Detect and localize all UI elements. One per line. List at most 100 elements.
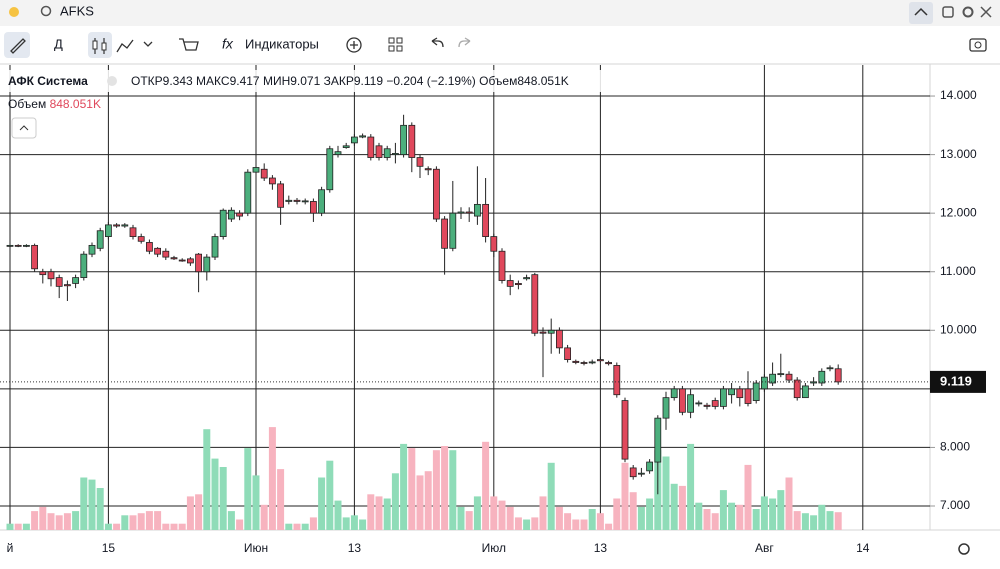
volume-collapse-icon — [19, 125, 29, 131]
candle-body — [785, 373, 793, 381]
area-icon[interactable] — [116, 39, 134, 53]
settings-button[interactable] — [962, 6, 974, 18]
volume-bar — [465, 511, 473, 530]
volume-bar — [662, 456, 670, 530]
candle-body — [498, 250, 506, 281]
volume-bar — [613, 498, 621, 530]
candle-body — [531, 274, 539, 334]
candle-body — [334, 151, 342, 156]
candle-body — [260, 168, 268, 179]
volume-bar — [457, 506, 465, 530]
high-value: 9.417 — [230, 74, 260, 88]
candle-body — [309, 201, 317, 214]
candle-body — [416, 157, 424, 167]
volume-bar — [293, 523, 301, 530]
volume-bar — [367, 494, 375, 530]
volume-bar — [744, 464, 752, 530]
collapse-button[interactable] — [909, 2, 933, 24]
candles-button[interactable] — [88, 32, 112, 58]
y-tick-label: 10.000 — [940, 322, 977, 336]
y-tick-label: 13.000 — [940, 147, 977, 161]
candle-body — [515, 283, 522, 286]
volume-bar — [252, 475, 260, 530]
ohlc-legend: ОТКР9.343 МАКС9.417 МИН9.071 ЗАКР9.119 −… — [131, 74, 569, 88]
volume-bar — [244, 448, 252, 530]
candle-body — [326, 148, 334, 191]
volume-bar — [121, 515, 129, 530]
chart-type-menu[interactable] — [143, 41, 153, 47]
candle-body — [457, 211, 465, 214]
add-button[interactable] — [346, 37, 362, 53]
volume-bar — [736, 504, 744, 530]
close-button[interactable] — [980, 6, 992, 18]
volume-bar — [777, 490, 785, 530]
search-text[interactable]: AFKS — [60, 3, 94, 18]
x-tick-label: Июл — [482, 541, 506, 555]
volume-bar — [186, 496, 194, 530]
volume-bar — [539, 496, 547, 530]
volume-bar — [728, 502, 736, 530]
volume-bar — [834, 512, 842, 530]
volume-bar — [769, 498, 777, 530]
candle-body — [6, 244, 14, 247]
volume-bar — [555, 506, 563, 530]
volume-bar — [629, 492, 637, 530]
candle-body — [170, 257, 178, 260]
volume-bar — [268, 427, 276, 530]
volume-bar — [162, 523, 170, 530]
volume-bar — [801, 513, 809, 530]
low-value: 9.071 — [290, 74, 320, 88]
snapshot-button[interactable] — [969, 38, 987, 52]
volume-bar — [285, 523, 293, 530]
candle-body — [47, 271, 55, 280]
interval-button[interactable]: Д — [54, 36, 63, 51]
open-label: ОТКР — [131, 74, 163, 88]
candle-body — [670, 388, 678, 399]
volume-bar — [96, 488, 104, 530]
volume-bar — [211, 458, 219, 530]
candle-body — [121, 224, 129, 227]
candle-body — [621, 400, 629, 460]
volume-bar — [580, 519, 588, 530]
search-icon[interactable] — [40, 5, 52, 17]
volume-bar — [318, 477, 326, 530]
candle-body — [301, 200, 309, 203]
window-button[interactable] — [942, 6, 954, 18]
candle-body — [564, 347, 571, 360]
volume-bar — [596, 513, 604, 530]
axis-settings[interactable] — [958, 543, 970, 555]
indicators-button[interactable]: Индикаторы — [245, 36, 319, 51]
legend-toggle[interactable] — [107, 76, 117, 86]
layout-button[interactable] — [388, 37, 403, 52]
candle-body — [613, 365, 621, 396]
redo-button[interactable] — [458, 37, 471, 48]
volume-bar — [309, 517, 317, 530]
x-tick-label: Авг — [755, 541, 774, 555]
volume-bar — [22, 523, 30, 530]
candle-body — [113, 224, 120, 227]
y-tick-label: 14.000 — [940, 88, 977, 102]
legend-background — [0, 70, 620, 92]
volume-bar — [375, 496, 383, 530]
volume-bar — [621, 462, 629, 530]
volume-bar — [39, 506, 47, 530]
volume-bar — [547, 462, 555, 530]
volume-legend: Объем 848.051K — [8, 97, 101, 111]
volume-collapse[interactable] — [11, 117, 37, 139]
candle-body — [96, 230, 104, 249]
candle-body — [31, 244, 39, 270]
candle-body — [572, 360, 580, 363]
volume-bar — [359, 519, 367, 530]
candle-body — [646, 461, 653, 472]
candle-body — [490, 236, 498, 252]
candle-body — [744, 388, 752, 404]
y-tick-label: 8.000 — [940, 440, 970, 454]
volume-bar — [145, 511, 153, 530]
volume-bar — [416, 475, 424, 530]
snapshot-icon — [974, 41, 982, 49]
candle-body — [252, 167, 260, 173]
cart-icon[interactable] — [179, 38, 199, 51]
undo-button[interactable] — [431, 37, 444, 48]
volume-bar — [342, 517, 350, 530]
